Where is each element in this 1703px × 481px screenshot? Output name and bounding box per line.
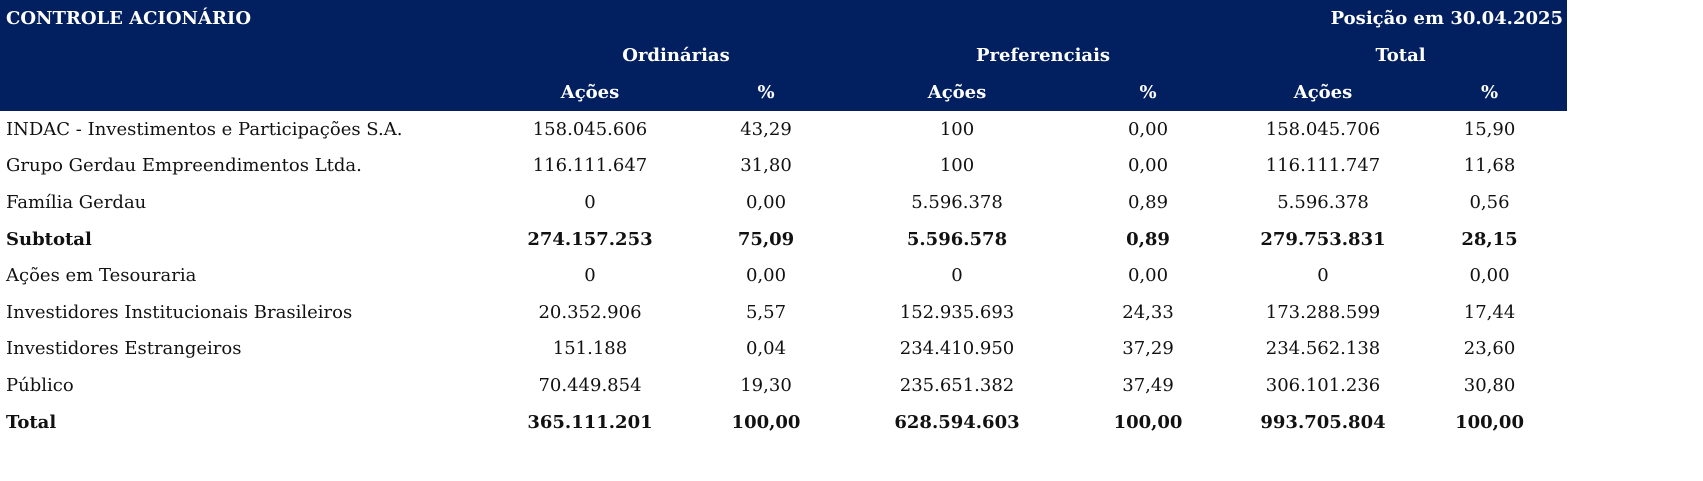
shares-cell: 0 [584,191,596,213]
percent-cell: 37,49 [1122,374,1174,396]
subheader-acoes: Ações [927,82,987,103]
shareholder-control-table: CONTROLE ACIONÁRIO Posição em 30.04.2025… [0,0,1568,440]
shares-cell: 279.753.831 [1260,228,1386,250]
subheader-percent: % [1480,82,1499,103]
shares-cell: 158.045.706 [1265,118,1381,140]
row-label: INDAC - Investimentos e Participações S.… [6,118,403,140]
table-title: CONTROLE ACIONÁRIO [6,8,252,29]
table-row: Família Gerdau 0 0,00 5.596.378 0,89 5.596.37… [0,184,1567,221]
percent-cell: 75,09 [737,228,795,250]
percent-cell: 100,00 [1113,411,1183,433]
shares-cell: 116.111.647 [532,155,648,177]
percent-cell: 0,00 [745,191,787,213]
blank-cell [0,74,500,111]
row-label: Família Gerdau [6,191,147,213]
shares-cell: 158.045.606 [532,118,648,140]
shares-cell: 234.562.138 [1265,338,1381,360]
percent-cell: 24,33 [1122,301,1174,323]
table-body: INDAC - Investimentos e Participações S.… [0,111,1567,440]
shares-cell: 5.596.378 [911,191,1003,213]
table-row: Ações em Tesouraria 0 0,00 0 0,00 0 0,00 [0,257,1567,294]
table-row: Investidores Institucionais Brasileiros 2… [0,294,1567,331]
row-label: Subtotal [6,228,92,250]
percent-cell: 30,80 [1463,374,1516,396]
percent-cell: 15,90 [1463,118,1516,140]
percent-cell: 0,00 [1127,118,1169,140]
shares-cell: 116.111.747 [1265,155,1381,177]
percent-cell: 0,89 [1126,228,1170,250]
shares-cell: 274.157.253 [527,228,653,250]
group-header-preferenciais: Preferenciais [975,45,1111,66]
shares-cell: 151.188 [552,338,628,360]
subheader-percent: % [1139,82,1157,103]
table-row: Total 365.111.201 100,00 628.594.603 100,00 9… [0,404,1567,441]
shares-cell: 173.288.599 [1265,301,1381,323]
position-date: Posição em 30.04.2025 [1330,8,1564,29]
percent-cell: 5,57 [745,301,787,323]
subheader-acoes: Ações [1293,82,1353,103]
percent-cell: 100,00 [1455,411,1524,433]
table-header: CONTROLE ACIONÁRIO Posição em 30.04.2025… [0,0,1568,111]
subheader-acoes: Ações [560,82,620,103]
subheader-percent: % [757,82,775,103]
row-label: Total [6,411,57,433]
row-label: Ações em Tesouraria [6,265,197,287]
shares-cell: 235.651.382 [899,374,1015,396]
group-header-total: Total [1375,45,1426,66]
percent-cell: 31,80 [740,155,792,177]
percent-cell: 100,00 [731,411,801,433]
shares-cell: 152.935.693 [899,301,1015,323]
table-row: Público 70.449.854 19,30 235.651.382 37,49 30… [0,367,1567,404]
shares-cell: 306.101.236 [1265,374,1381,396]
percent-cell: 37,29 [1122,338,1174,360]
shares-cell: 0 [584,265,596,287]
percent-cell: 0,56 [1469,191,1510,213]
percent-cell: 23,60 [1463,338,1516,360]
table-row: Investidores Estrangeiros 151.188 0,04 234.… [0,331,1567,368]
table-row: Subtotal 274.157.253 75,09 5.596.578 0,89 279… [0,221,1567,258]
shares-cell: 365.111.201 [527,411,653,433]
shares-cell: 0 [1317,265,1329,287]
percent-cell: 0,89 [1127,191,1169,213]
shares-cell: 0 [951,265,963,287]
row-label: Investidores Estrangeiros [6,338,242,360]
percent-cell: 19,30 [740,374,792,396]
shares-cell: 234.410.950 [899,338,1015,360]
shares-cell: 100 [939,118,975,140]
shares-cell: 70.449.854 [538,374,642,396]
percent-cell: 17,44 [1463,301,1516,323]
table-row: Grupo Gerdau Empreendimentos Ltda. 116.11… [0,148,1567,185]
shares-cell: 993.705.804 [1260,411,1386,433]
percent-cell: 0,00 [745,265,787,287]
percent-cell: 0,00 [1127,155,1169,177]
group-header-ordinarias: Ordinárias [622,45,730,66]
table-row: INDAC - Investimentos e Participações S.… [0,111,1567,148]
percent-cell: 43,29 [740,118,792,140]
shares-cell: 5.596.378 [1277,191,1369,213]
row-label: Público [6,374,74,396]
shares-cell: 5.596.578 [906,228,1008,250]
shares-cell: 628.594.603 [894,411,1020,433]
blank-cell [0,37,500,74]
percent-cell: 11,68 [1463,155,1516,177]
percent-cell: 0,00 [1127,265,1169,287]
percent-cell: 28,15 [1461,228,1518,250]
percent-cell: 0,00 [1469,265,1510,287]
row-label: Grupo Gerdau Empreendimentos Ltda. [6,155,362,177]
shares-cell: 20.352.906 [538,301,642,323]
shares-cell: 100 [939,155,975,177]
percent-cell: 0,04 [745,338,787,360]
row-label: Investidores Institucionais Brasileiros [6,301,353,323]
